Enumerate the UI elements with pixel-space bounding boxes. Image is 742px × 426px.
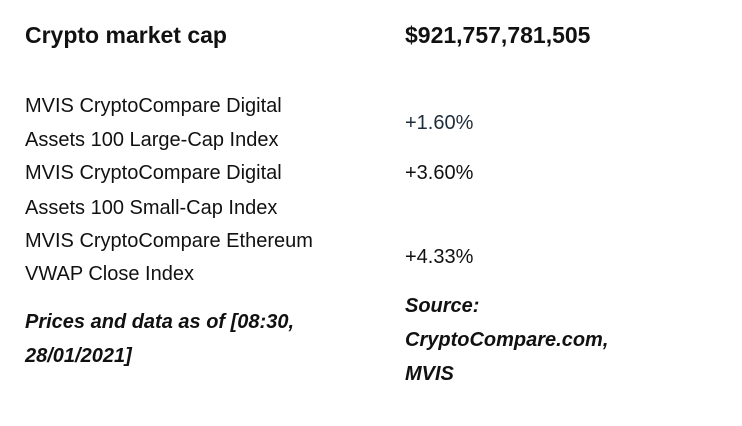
data-timestamp-line2: 28/01/2021] [25,345,132,367]
index-change: +4.33% [405,246,474,268]
index-change: +3.60% [405,162,474,184]
source-line3: MVIS [405,363,454,385]
market-cap-label: Crypto market cap [25,22,227,48]
source-line2: CryptoCompare.com, [405,329,609,351]
market-cap-value: $921,757,781,505 [405,22,591,48]
index-name-line2: Assets 100 Small-Cap Index [25,197,278,219]
index-name-line2: Assets 100 Large-Cap Index [25,129,279,151]
index-name-line1: MVIS CryptoCompare Digital [25,95,282,117]
index-name-line1: MVIS CryptoCompare Ethereum [25,230,313,252]
data-timestamp-line1: Prices and data as of [08:30, [25,311,295,333]
source-line1: Source: [405,295,480,317]
index-change: +1.60% [405,112,474,134]
index-name-line2: VWAP Close Index [25,263,194,285]
index-name-line1: MVIS CryptoCompare Digital [25,162,282,184]
